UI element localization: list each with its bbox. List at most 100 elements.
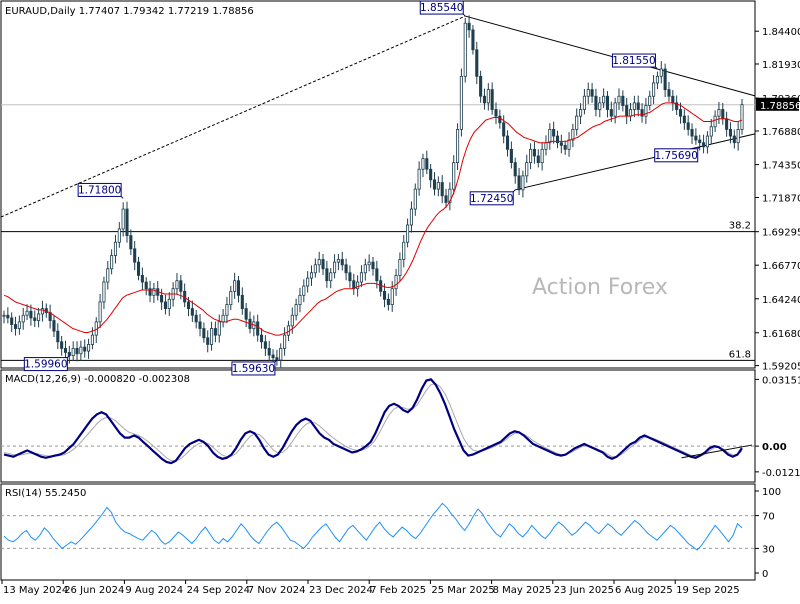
candle-body	[432, 179, 437, 190]
price-annotation-box	[77, 182, 122, 197]
candle-body	[13, 324, 18, 329]
candle-body	[325, 268, 329, 282]
candle-body	[513, 162, 517, 177]
candle-body	[471, 29, 475, 51]
candle-body	[625, 105, 629, 117]
macd-tick-label: 0.03151	[762, 375, 800, 386]
candle-body	[702, 142, 706, 148]
macd-tick-label: 0.00	[762, 442, 787, 453]
x-tick-label: 7 Feb 2025	[370, 585, 426, 596]
candle-body	[682, 115, 686, 124]
candle-body	[29, 310, 33, 319]
y-tick-label: 1.61680	[762, 329, 800, 340]
candle-body	[540, 148, 544, 163]
candle-body	[340, 259, 344, 266]
candle-body	[732, 135, 736, 144]
candle-body	[486, 89, 490, 104]
macd-trendline	[681, 444, 753, 459]
fib-level-label: 38.2	[729, 221, 751, 232]
candle-body	[675, 102, 679, 110]
fib-level-label: 61.8	[729, 349, 751, 360]
candle-body	[348, 272, 352, 282]
x-tick-label: 9 Aug 2024	[125, 585, 183, 596]
candle-body	[67, 351, 71, 356]
candle-body	[125, 208, 129, 237]
candle-body	[463, 22, 467, 77]
candle-body	[498, 115, 502, 124]
candle-body	[594, 95, 598, 110]
candle-body	[333, 261, 337, 274]
y-tick-label: 1.84400	[762, 27, 800, 38]
x-tick-label: 23 Jun 2025	[554, 585, 614, 596]
candle-body	[517, 175, 521, 191]
macd-line	[3, 378, 743, 465]
price-annotation-box	[469, 191, 514, 206]
candle-body	[479, 75, 483, 97]
price-title: EURAUD,Daily 1.77407 1.79342 1.77219 1.7…	[5, 6, 254, 17]
candle-body	[613, 102, 617, 117]
last-price-label: 1.78856	[760, 101, 800, 112]
candle-body	[25, 310, 29, 316]
candle-body	[79, 346, 83, 355]
candle-body	[110, 255, 114, 270]
candle-body	[413, 188, 417, 210]
price-annotation-box	[23, 357, 68, 372]
y-tick-label: 1.76880	[762, 127, 800, 138]
rsi-tick-label: 0	[762, 569, 768, 580]
candle-body	[555, 135, 560, 144]
dotted-trendline	[0, 15, 466, 218]
candle-body	[698, 139, 702, 144]
candle-body	[421, 158, 425, 170]
candle-body	[133, 248, 137, 263]
candle-body	[563, 144, 567, 150]
candle-body	[406, 224, 410, 243]
candle-body	[186, 301, 191, 309]
rsi-series-group	[1, 502, 755, 551]
candle-body	[632, 102, 636, 110]
candle-body	[294, 304, 298, 316]
candle-body	[98, 301, 102, 323]
candle-body	[259, 334, 264, 343]
candle-body	[148, 288, 152, 296]
candle-body	[505, 135, 510, 150]
candle-body	[713, 115, 717, 128]
candle-body	[490, 89, 494, 110]
candle-body	[236, 280, 241, 296]
candle-body	[605, 95, 610, 110]
candle-body	[559, 142, 563, 146]
price-annotation-box	[611, 53, 656, 68]
y-axis-labels: 1.844001.819301.793601.768801.743501.718…	[755, 27, 800, 580]
x-tick-label: 26 Jun 2024	[64, 585, 124, 596]
candle-body	[717, 109, 721, 117]
candle-body	[240, 294, 244, 309]
candle-body	[336, 259, 340, 263]
candle-body	[21, 314, 25, 323]
candle-body	[394, 275, 398, 290]
candle-body	[290, 314, 294, 327]
candle-body	[429, 168, 433, 181]
candle-body	[63, 348, 68, 353]
x-tick-label: 7 Nov 2024	[248, 585, 306, 596]
candle-body	[75, 348, 79, 355]
candle-body	[567, 139, 571, 150]
candle-body	[548, 129, 552, 144]
candle-body	[302, 285, 306, 296]
candle-body	[6, 314, 10, 319]
candle-body	[60, 341, 64, 349]
candle-body	[494, 109, 498, 117]
candle-body	[140, 275, 144, 283]
candle-body	[202, 328, 206, 339]
candle-body	[721, 109, 725, 120]
rsi-pane[interactable]	[0, 483, 756, 581]
candle-body	[225, 304, 229, 316]
candle-body	[10, 317, 14, 325]
last-price-badge	[756, 97, 799, 111]
candle-body	[163, 301, 167, 309]
candle-body	[144, 281, 148, 290]
candle-body	[663, 68, 667, 91]
candle-body	[206, 337, 210, 345]
candle-body	[409, 208, 413, 226]
price-annotation-label: 1.59960	[24, 359, 67, 371]
